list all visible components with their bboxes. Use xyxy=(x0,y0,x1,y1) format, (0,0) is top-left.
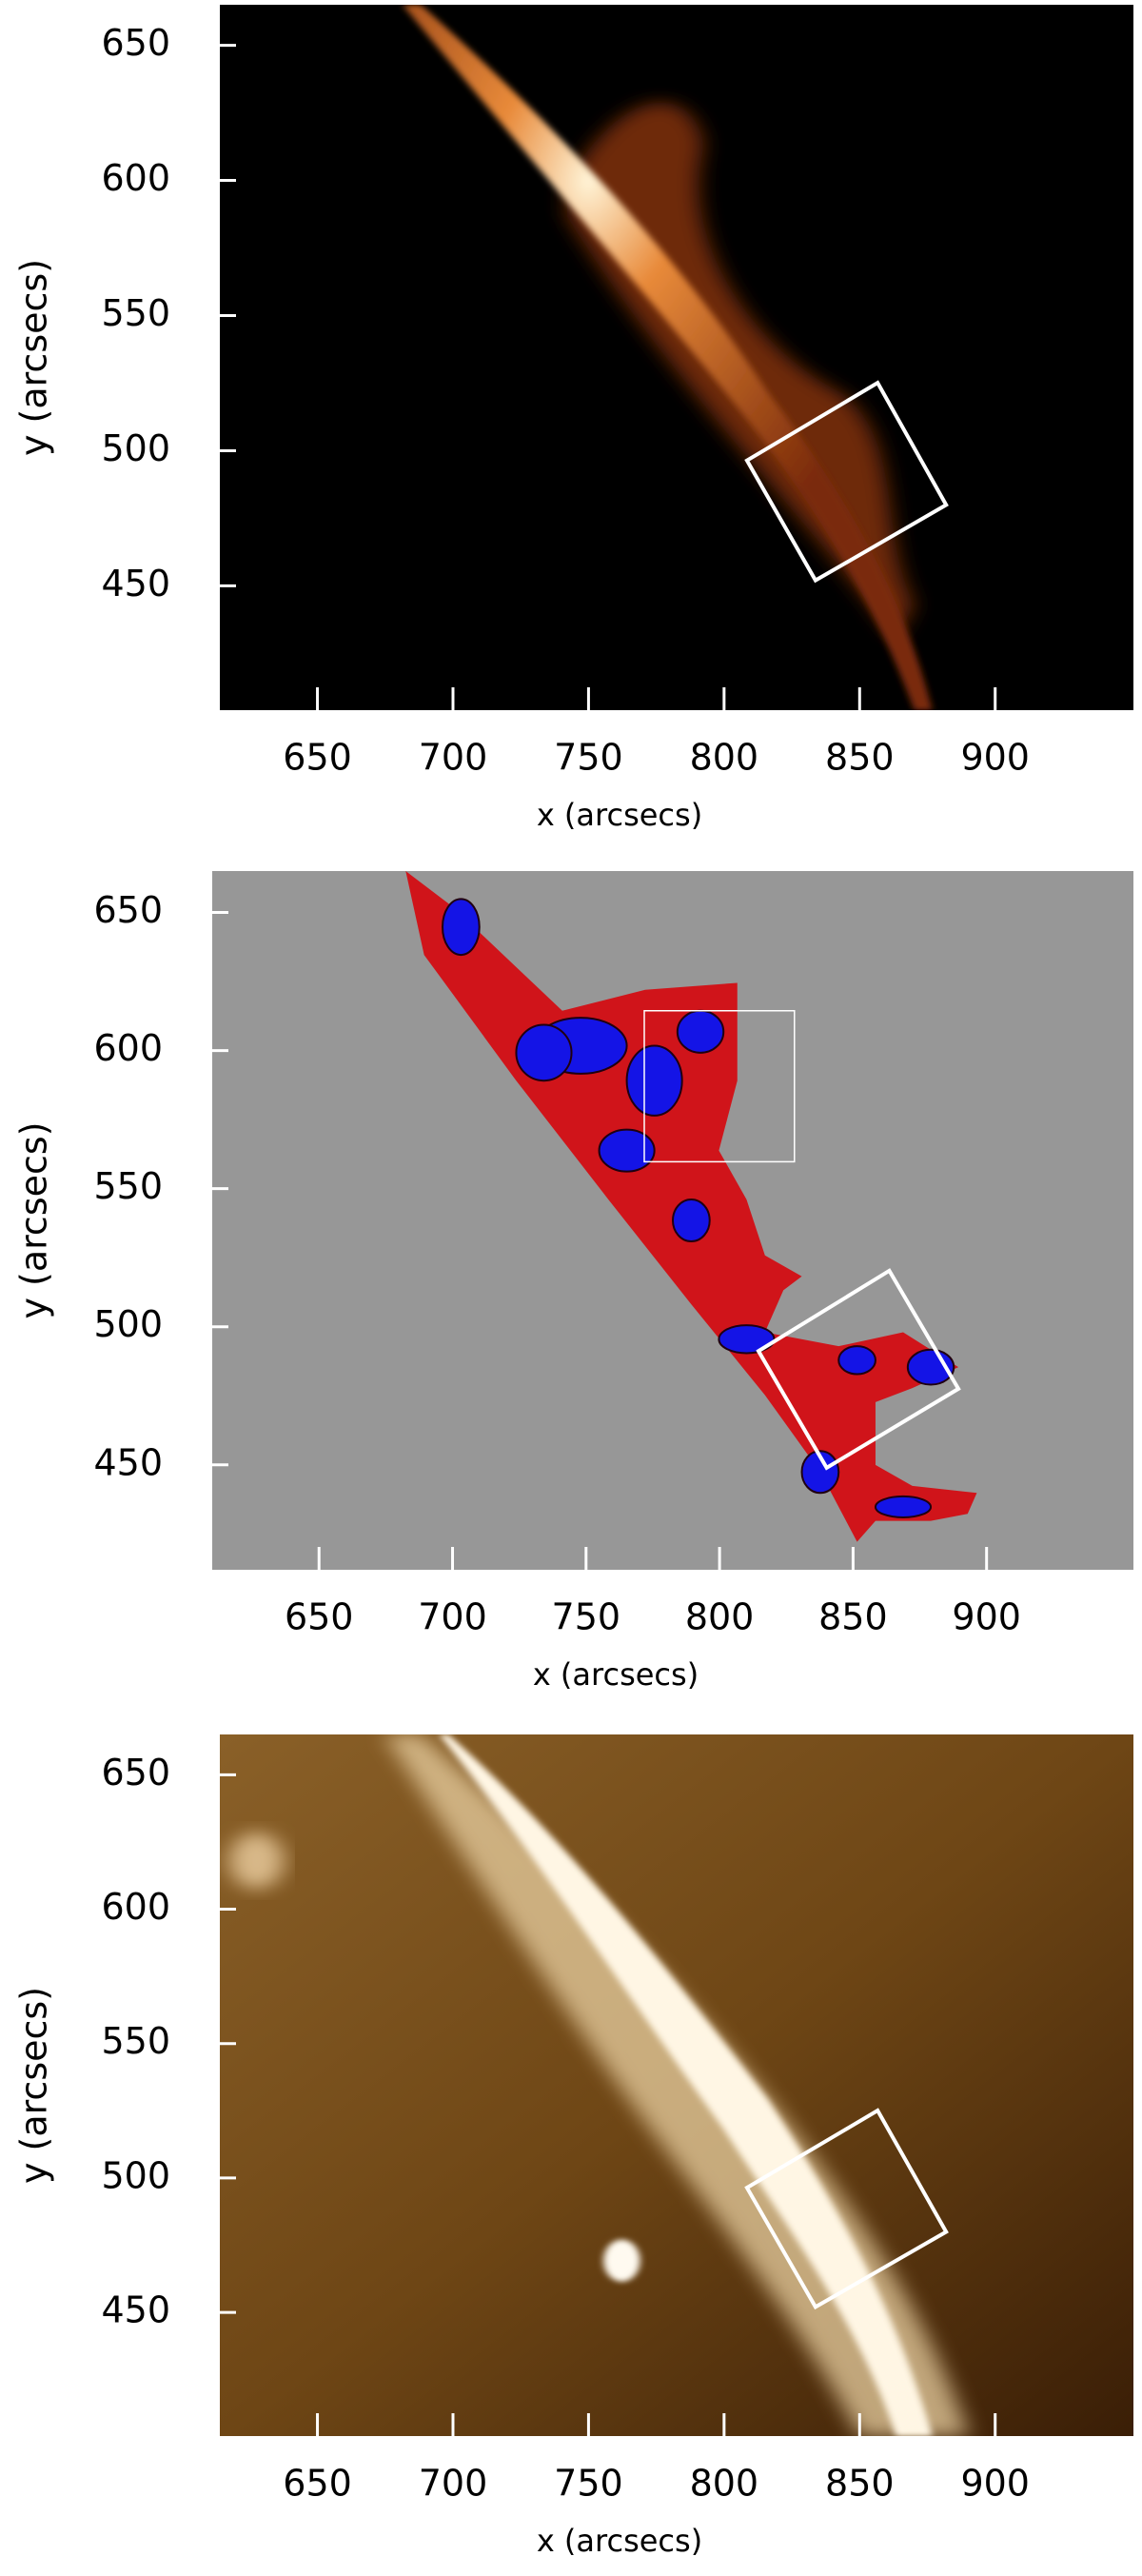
y-tick-label: 550 xyxy=(101,292,170,334)
blue-patch xyxy=(627,1046,682,1116)
y-tick-label: 500 xyxy=(101,2154,170,2196)
x-tick-label: 750 xyxy=(554,737,623,779)
blue-patch xyxy=(838,1346,876,1374)
x-tick-label: 700 xyxy=(419,2463,488,2505)
y-tick-label: 600 xyxy=(101,1886,170,1928)
y-axis-label: y (arcsecs) xyxy=(13,259,55,456)
x-tick-label: 650 xyxy=(285,1596,354,1638)
x-tick-label: 900 xyxy=(960,2463,1030,2505)
y-tick-label: 500 xyxy=(93,1303,163,1345)
y-tick-label: 450 xyxy=(93,1441,163,1483)
x-axis-label: x (arcsecs) xyxy=(533,1656,699,1693)
region-box xyxy=(758,1271,958,1468)
x-tick-label: 900 xyxy=(960,737,1030,779)
x-axis-label: x (arcsecs) xyxy=(537,2523,702,2559)
y-tick-label: 450 xyxy=(101,563,170,604)
zoom-box xyxy=(644,1011,795,1162)
x-tick-label: 700 xyxy=(418,1596,487,1638)
solar-image xyxy=(220,5,1133,710)
x-tick-label: 850 xyxy=(825,737,895,779)
x-tick-label: 800 xyxy=(685,1596,755,1638)
bright-point xyxy=(228,1833,285,1890)
blue-patch xyxy=(678,1011,723,1053)
x-tick-label: 900 xyxy=(952,1596,1021,1638)
solar-image xyxy=(212,871,1133,1570)
y-tick-label: 550 xyxy=(101,2020,170,2062)
x-tick-label: 700 xyxy=(419,737,488,779)
blue-patch xyxy=(600,1130,655,1172)
bright-point xyxy=(603,2239,640,2282)
x-axis-label: x (arcsecs) xyxy=(537,797,702,833)
y-tick-label: 650 xyxy=(93,889,163,931)
x-tick-label: 750 xyxy=(554,2463,623,2505)
y-tick-label: 600 xyxy=(93,1027,163,1069)
blue-patch xyxy=(719,1325,774,1353)
blue-patch xyxy=(516,1024,571,1080)
x-tick-label: 850 xyxy=(825,2463,895,2505)
x-tick-label: 750 xyxy=(552,1596,621,1638)
y-tick-label: 550 xyxy=(93,1165,163,1207)
x-tick-label: 800 xyxy=(690,2463,759,2505)
solar-image xyxy=(220,1734,1133,2436)
y-axis-label: y (arcsecs) xyxy=(13,1987,55,2184)
y-axis-label: y (arcsecs) xyxy=(13,1121,55,1318)
y-tick-label: 500 xyxy=(101,427,170,469)
x-tick-label: 850 xyxy=(818,1596,888,1638)
y-tick-label: 600 xyxy=(101,157,170,199)
x-tick-label: 650 xyxy=(283,2463,352,2505)
blue-patch xyxy=(802,1451,839,1493)
blue-patch xyxy=(876,1496,931,1517)
blue-patch xyxy=(443,899,480,955)
limb xyxy=(439,1734,933,2436)
blue-patch xyxy=(673,1199,710,1241)
region-box xyxy=(747,2110,946,2307)
x-tick-label: 800 xyxy=(690,737,759,779)
y-tick-label: 450 xyxy=(101,2289,170,2331)
region-box xyxy=(747,383,946,580)
y-tick-label: 650 xyxy=(101,22,170,64)
y-tick-label: 650 xyxy=(101,1752,170,1793)
x-tick-label: 650 xyxy=(283,737,352,779)
